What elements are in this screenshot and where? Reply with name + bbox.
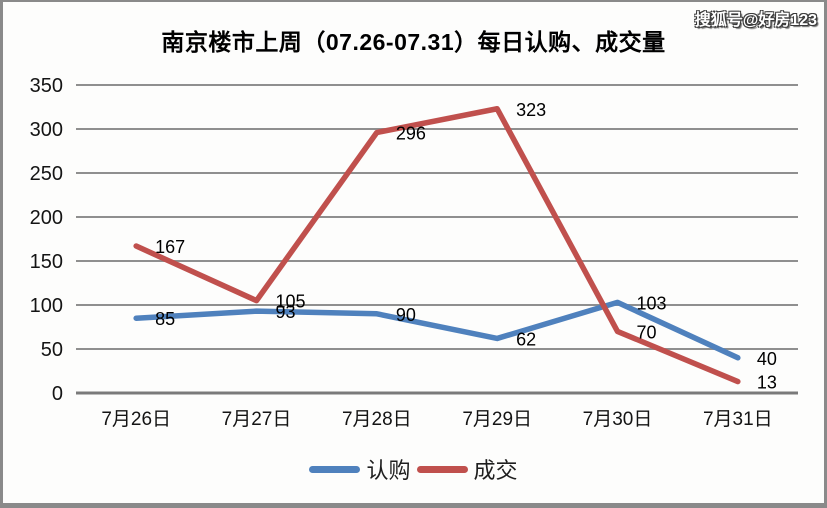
x-axis-tick-label: 7月29日 bbox=[462, 409, 532, 430]
y-axis-tick-label: 50 bbox=[41, 339, 63, 361]
y-axis-tick-label: 100 bbox=[30, 295, 63, 317]
data-label: 103 bbox=[637, 293, 667, 313]
y-axis-tick-label: 350 bbox=[30, 75, 63, 97]
y-axis-tick-label: 250 bbox=[30, 163, 63, 185]
series-line-1 bbox=[133, 299, 741, 361]
data-label: 70 bbox=[637, 322, 657, 342]
watermark: 搜狐号@好房123 bbox=[694, 12, 817, 29]
series-line-2 bbox=[133, 106, 741, 385]
x-axis-tick-label: 7月27日 bbox=[222, 409, 292, 430]
y-axis-tick-label: 200 bbox=[30, 207, 63, 229]
data-label: 296 bbox=[396, 124, 426, 144]
x-axis-tick-label: 7月28日 bbox=[342, 409, 412, 430]
legend-label-series-1: 认购 bbox=[366, 458, 411, 483]
plot-area: 0 50 100 150 200 250 300 350 7月26日 7月27日 7月28日 7月29… bbox=[30, 75, 798, 430]
data-label: 93 bbox=[276, 302, 296, 322]
data-label: 40 bbox=[757, 349, 777, 369]
legend-item-series-1: 认购 bbox=[309, 453, 411, 485]
x-axis-tick-label: 7月30日 bbox=[583, 409, 653, 430]
data-label: 90 bbox=[396, 305, 416, 325]
y-axis-tick-label: 300 bbox=[30, 119, 63, 141]
x-axis-tick-label: 7月31日 bbox=[703, 409, 773, 430]
legend-line-swatch-red bbox=[416, 465, 468, 473]
legend-line-swatch-blue bbox=[309, 465, 361, 473]
x-axis-tick-label: 7月26日 bbox=[101, 409, 171, 430]
y-axis-tick-label: 0 bbox=[52, 383, 63, 405]
chart-title: 南京楼市上周（07.26-07.31）每日认购、成交量 bbox=[161, 29, 666, 55]
data-label: 323 bbox=[516, 100, 546, 120]
data-label: 167 bbox=[155, 237, 185, 257]
data-label: 105 bbox=[276, 292, 306, 312]
y-axis-tick-label: 150 bbox=[30, 251, 63, 273]
legend-item-series-2: 成交 bbox=[416, 453, 518, 485]
data-label: 62 bbox=[516, 329, 536, 349]
data-label: 85 bbox=[155, 309, 175, 329]
legend-label-series-2: 成交 bbox=[473, 458, 518, 483]
legend: 认购 成交 bbox=[3, 453, 824, 485]
data-label: 13 bbox=[757, 373, 777, 393]
